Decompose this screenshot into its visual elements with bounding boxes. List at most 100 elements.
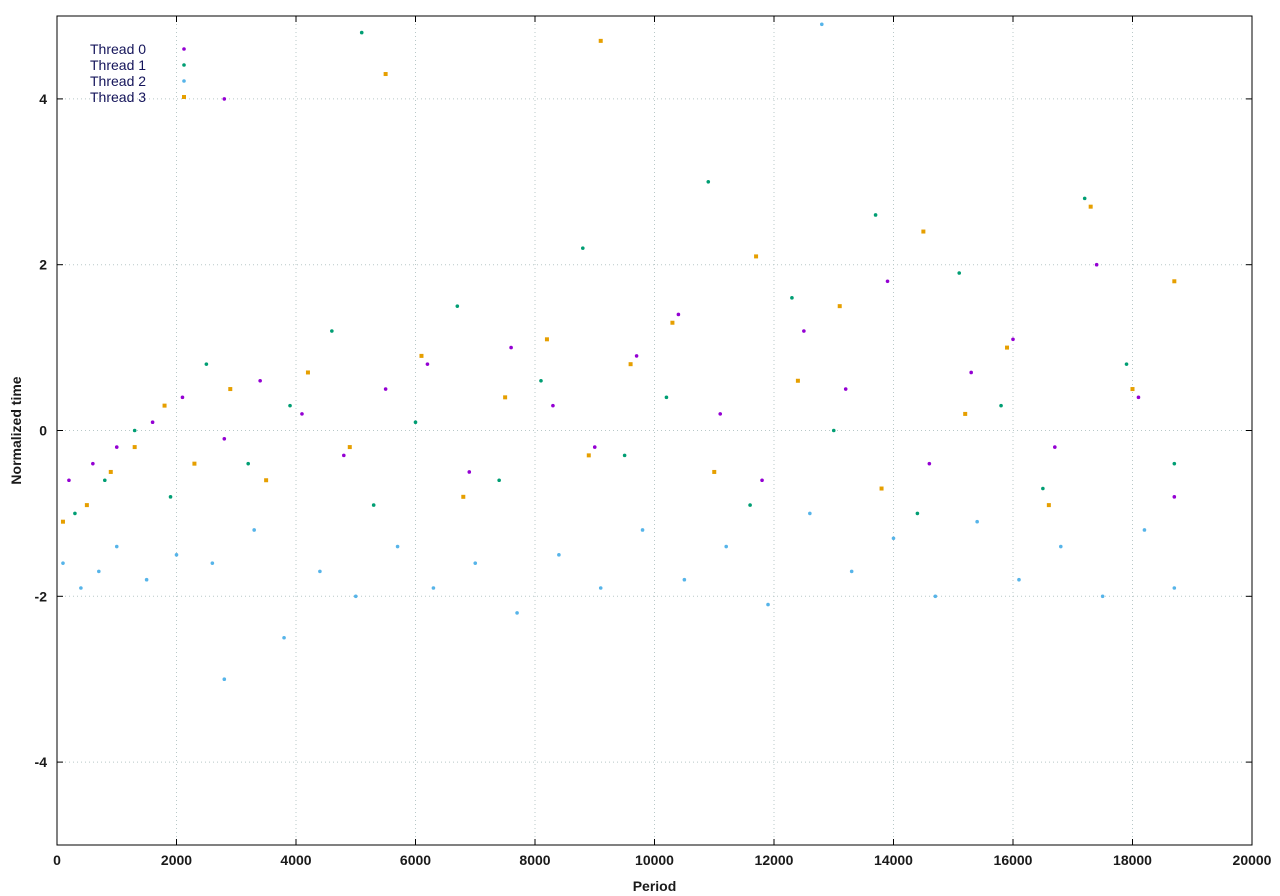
data-point [103,478,107,483]
data-point [1082,196,1087,201]
data-point [676,312,681,317]
data-point [61,561,65,565]
data-point [168,495,173,499]
data-point [264,478,269,483]
x-tick-label: 6000 [400,852,431,868]
data-point [342,453,346,458]
y-tick-label: 2 [39,257,47,273]
data-point [144,577,149,582]
legend-marker [182,95,186,99]
data-point [1172,495,1177,499]
data-point [467,470,472,474]
data-point [132,428,137,433]
x-tick-label: 10000 [635,852,674,868]
data-point [634,354,639,358]
data-point [162,403,167,408]
data-point [180,395,185,400]
data-point [581,246,585,250]
data-point [1053,445,1057,449]
data-point [1017,577,1021,582]
data-point [790,296,794,300]
data-point [150,420,155,425]
data-point [640,528,645,532]
data-point [808,511,812,516]
legend-marker [182,79,186,83]
y-axis-title: Normalized time [8,376,24,484]
data-point [222,97,227,101]
data-point [933,594,938,599]
data-point [509,345,513,350]
x-tick-label: 18000 [1113,852,1152,868]
data-point [975,519,979,524]
data-point [97,569,101,574]
data-point [999,403,1003,408]
data-point [1172,461,1177,466]
data-point [724,544,728,549]
legend-label: Thread 1 [90,57,146,73]
legend-label: Thread 2 [90,73,146,89]
data-point [1059,544,1063,549]
grid [57,16,1252,845]
data-point [305,370,310,375]
data-point [843,387,848,391]
data-point [222,677,227,681]
data-point [461,494,466,499]
data-point [760,478,764,483]
data-point [586,453,591,458]
x-tick-label: 20000 [1233,852,1272,868]
data-point [1046,503,1051,508]
data-point [718,412,723,416]
data-point [228,387,233,392]
data-point [754,254,759,259]
data-point [515,611,519,615]
data-point [748,503,752,507]
data-point [712,469,717,474]
data-point [84,503,89,508]
data-point [204,362,209,366]
data-point [831,428,836,433]
data-point [957,271,962,275]
x-tick-label: 8000 [519,852,550,868]
data-point [222,436,227,441]
data-point [682,577,687,582]
data-point [330,329,334,333]
legend-marker [182,47,186,51]
legend-label: Thread 3 [90,89,146,105]
series-1 [73,30,1177,516]
data-point [1041,486,1045,491]
data-point [395,544,400,549]
data-point [891,536,896,541]
data-point [318,569,322,574]
data-point [963,411,968,416]
data-point [837,304,842,309]
data-point [539,378,543,383]
data-point [664,395,669,400]
data-point [969,370,973,375]
data-point [879,486,884,491]
data-point [622,453,627,458]
x-axis-title: Period [633,878,677,894]
data-point [246,461,250,466]
data-point [258,378,262,383]
data-points [60,22,1177,681]
data-point [359,30,364,35]
data-point [921,229,926,234]
data-point [347,445,352,450]
y-tick-label: -4 [35,754,48,770]
data-point [1124,362,1129,366]
data-point [598,38,603,43]
data-point [873,213,878,217]
data-point [114,544,119,549]
data-point [192,461,197,466]
data-point [282,635,286,640]
data-point [1005,345,1010,350]
data-point [108,469,113,474]
data-point [557,553,561,557]
data-point [849,569,854,574]
data-point [1172,279,1177,284]
x-tick-label: 2000 [161,852,192,868]
data-point [598,586,603,590]
axis-ticks: 0 2000 4000 6000 8000 10000 12000 14000 16000 180… [35,16,1272,868]
